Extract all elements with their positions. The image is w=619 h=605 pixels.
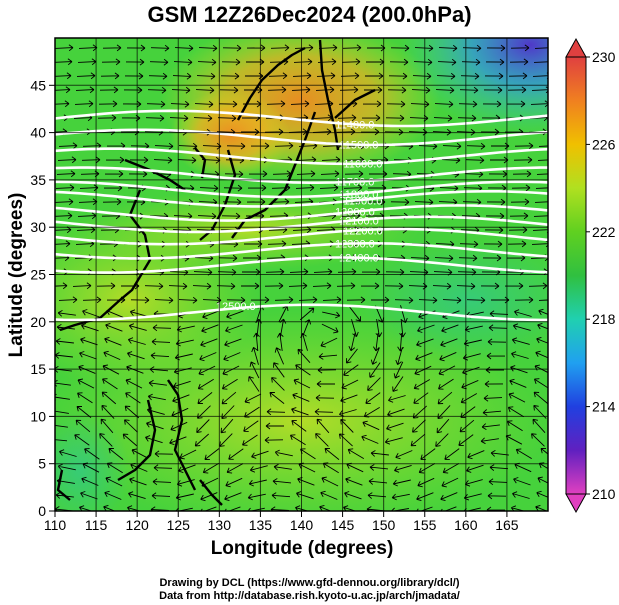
y-tick-label: 40 [30,125,46,141]
y-tick-label: 30 [30,219,46,235]
lat-lon-grid [54,38,548,512]
colorbar-labels: 230 226 222 218 214 210 [586,49,616,502]
y-tick-label: 0 [38,503,46,519]
y-axis-label: Latitude (degrees) [6,193,27,358]
x-tick-label: 115 [85,517,108,533]
contour-label: 11800.0 [339,189,378,201]
x-tick-label: 110 [44,517,67,533]
contour-label: 11700.0 [335,177,374,189]
temperature-shading: 11400.0 11500.0 11600.0 11700.011800.011900… [55,38,548,511]
x-tick-label: 135 [249,517,273,533]
colorbar-max-arrow [565,37,587,58]
colorbar-label: 214 [592,399,616,415]
colorbar-label: 210 [592,486,616,502]
colorbar-label: 230 [592,49,616,65]
contour-label: 11900.0 [343,196,382,208]
x-tick-label: 165 [495,517,519,533]
x-tick-label: 150 [372,517,396,533]
colorbar-min-arrow [565,493,587,514]
y-tick-label: 20 [30,314,46,330]
y-axis-ticks: 0 5 10 15 20 25 30 35 40 45 [30,77,55,519]
contour-label: 12100.0 [339,215,379,227]
y-tick-label: 25 [30,267,46,283]
y-tick-label: 45 [30,77,46,93]
contour-label: 11500.0 [339,140,378,152]
x-tick-label: 125 [167,517,191,533]
contour-label: 12300.0 [335,238,375,250]
x-tick-label: 130 [208,517,232,533]
contour-label: 12400.0 [339,253,379,265]
x-tick-label: 120 [125,517,149,533]
colorbar [565,37,587,514]
y-tick-label: 15 [30,361,46,377]
colorbar-label: 222 [592,224,616,240]
contour-label: 12500.0 [216,301,256,313]
x-tick-label: 140 [290,517,314,533]
colorbar-label: 226 [592,136,616,152]
x-axis-label: Longitude (degrees) [211,538,394,559]
x-tick-label: 160 [454,517,478,533]
colorbar-label: 218 [592,311,616,327]
y-tick-label: 10 [30,408,46,424]
y-tick-label: 5 [38,456,46,472]
credit-data: Data from http://database.rish.kyoto-u.a… [159,590,460,602]
contour-label: 11600.0 [343,159,382,171]
y-tick-label: 35 [30,172,46,188]
contour-label: 11400.0 [335,119,374,131]
map-title: GSM 12Z26Dec2024 (200.0hPa) [147,2,472,27]
credit-drawing: Drawing by DCL (https://www.gfd-dennou.o… [159,577,460,589]
x-tick-label: 155 [413,517,437,533]
x-axis-ticks: 110 115 120 125 130 135 140 145 150 155 160 165 [44,511,519,533]
contour-label: 12000.0 [335,207,375,219]
contour-label: 12200.0 [343,225,383,237]
x-tick-label: 145 [331,517,355,533]
